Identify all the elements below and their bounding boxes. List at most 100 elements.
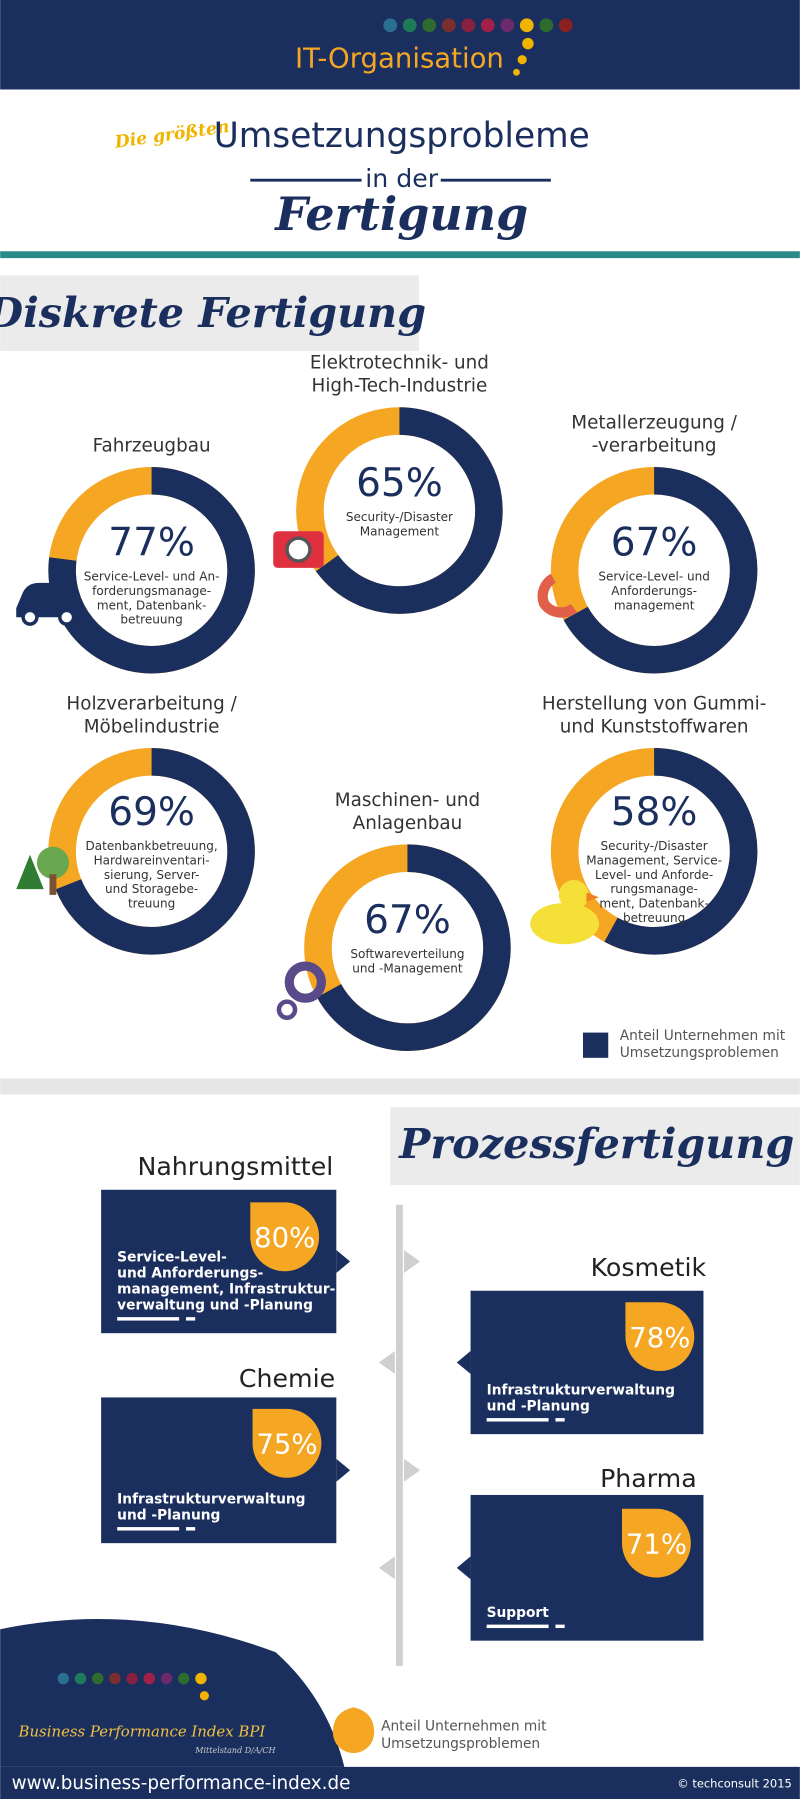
legend-text: Anteil Unternehmen mit bbox=[381, 1719, 547, 1735]
legend-text: Umsetzungsproblemen bbox=[381, 1736, 540, 1752]
footer-bar bbox=[0, 1766, 800, 1799]
description: Hardwareinventari- bbox=[94, 854, 210, 868]
description: ment, Datenbank- bbox=[599, 897, 708, 911]
donut-arc bbox=[55, 748, 255, 955]
value-label: 69% bbox=[108, 790, 195, 835]
brand-sub: Mittelstand D/A/CH bbox=[194, 1746, 276, 1755]
underline bbox=[117, 1527, 180, 1531]
description: Security-/Disaster bbox=[601, 839, 708, 853]
underline bbox=[186, 1317, 196, 1321]
section-title: Prozessfertigung bbox=[398, 1119, 794, 1168]
description: und Storagebe- bbox=[105, 882, 198, 896]
category-name: Kosmetik bbox=[591, 1253, 707, 1282]
header-dots bbox=[383, 18, 573, 76]
legend-text: Anteil Unternehmen mit bbox=[620, 1028, 786, 1044]
duck-head bbox=[558, 879, 589, 910]
description: sierung, Server- bbox=[104, 868, 200, 882]
duck-beak bbox=[586, 892, 600, 902]
category-name: Möbelindustrie bbox=[84, 716, 220, 737]
category-name: High-Tech-Industrie bbox=[312, 376, 488, 397]
header-band bbox=[0, 0, 800, 90]
value-label: 77% bbox=[108, 520, 195, 565]
category-name: Pharma bbox=[600, 1464, 697, 1493]
description: Softwareverteilung bbox=[350, 947, 464, 961]
value-badge bbox=[622, 1508, 691, 1578]
card-pointer bbox=[336, 1250, 351, 1273]
timeline-marker bbox=[404, 1458, 421, 1482]
value-badge bbox=[252, 1408, 322, 1478]
value-label: 80% bbox=[254, 1222, 315, 1254]
tree-icon bbox=[36, 846, 69, 879]
category-name: Fahrzeugbau bbox=[93, 435, 211, 456]
description: Management bbox=[360, 524, 440, 538]
donut-arc bbox=[48, 466, 255, 674]
magnet-icon bbox=[537, 573, 578, 618]
camera-lens bbox=[285, 536, 312, 563]
category-name: Nahrungsmittel bbox=[137, 1152, 333, 1181]
card-pointer bbox=[456, 1350, 471, 1374]
category-name: und Kunststoffwaren bbox=[560, 716, 749, 737]
description: Datenbankbetreuung, bbox=[86, 839, 218, 853]
footer-url[interactable]: www.business-performance-index.de bbox=[12, 1773, 351, 1794]
connector: in der bbox=[365, 164, 439, 193]
description: ment, Datenbank- bbox=[97, 598, 206, 612]
description: Service-Level- und An- bbox=[84, 570, 220, 584]
card-pointer bbox=[456, 1556, 471, 1580]
category-name: Anlagenbau bbox=[353, 813, 463, 834]
category-name: -verarbeitung bbox=[592, 435, 717, 456]
card-group: Nahrungsmittel 80% Service-Level-und Anfor… bbox=[101, 1152, 707, 1641]
category-name: Maschinen- und bbox=[335, 790, 480, 811]
car-wheel bbox=[58, 608, 76, 626]
description: Support bbox=[487, 1605, 550, 1621]
category-name: Holzverarbeitung / bbox=[66, 693, 237, 714]
description: forderungsmanage- bbox=[92, 584, 211, 598]
underline bbox=[117, 1317, 180, 1321]
underline bbox=[486, 1418, 549, 1422]
gear-icon bbox=[276, 999, 298, 1020]
donut-arc bbox=[563, 466, 758, 674]
donut-arc bbox=[316, 844, 511, 1051]
headline: Umsetzungsprobleme bbox=[214, 116, 590, 156]
timeline bbox=[395, 1204, 403, 1666]
description: management, Infrastruktur- bbox=[117, 1282, 335, 1298]
value-label: 67% bbox=[364, 898, 451, 943]
description: Infrastrukturverwaltung bbox=[117, 1492, 305, 1508]
value-label: 78% bbox=[629, 1322, 690, 1354]
description: Management, Service- bbox=[586, 854, 722, 868]
description: Security-/Disaster bbox=[346, 510, 453, 524]
tree-trunk bbox=[49, 874, 57, 895]
brand: Business Performance Index BPI bbox=[18, 1722, 267, 1740]
timeline-marker bbox=[404, 1250, 421, 1273]
duck-body bbox=[530, 902, 600, 945]
copyright: © techconsult 2015 bbox=[677, 1777, 792, 1791]
description: und -Planung bbox=[487, 1399, 590, 1415]
legend-swatch bbox=[582, 1032, 609, 1058]
category-name: Herstellung von Gummi- bbox=[542, 693, 766, 714]
car-wheel bbox=[21, 608, 39, 626]
description: betreuung bbox=[623, 911, 685, 925]
value-label: 58% bbox=[611, 790, 698, 835]
description: verwaltung und -Planung bbox=[117, 1298, 313, 1314]
description: Service-Level- bbox=[117, 1249, 227, 1265]
section-title: Diskrete Fertigung bbox=[0, 288, 426, 337]
description: Service-Level- und bbox=[598, 570, 710, 584]
car-icon bbox=[16, 582, 81, 618]
description: Level- und Anforde- bbox=[595, 868, 713, 882]
category-name: Metallerzeugung / bbox=[571, 412, 737, 433]
header-title: IT-Organisation bbox=[295, 43, 504, 75]
description: und -Management bbox=[352, 961, 463, 975]
teal-rule bbox=[0, 251, 800, 259]
category-name: Chemie bbox=[239, 1364, 335, 1393]
donut-arc bbox=[315, 407, 503, 614]
section-box bbox=[0, 275, 419, 352]
underline bbox=[186, 1527, 196, 1531]
donut-arc bbox=[604, 748, 758, 955]
footer-shape bbox=[0, 1618, 345, 1767]
footer-dots bbox=[57, 1672, 209, 1701]
description: betreuung bbox=[120, 613, 182, 627]
description: Anforderungs- bbox=[611, 584, 697, 598]
timeline-marker bbox=[378, 1556, 395, 1580]
underline bbox=[486, 1624, 549, 1629]
description: und -Planung bbox=[117, 1508, 220, 1524]
